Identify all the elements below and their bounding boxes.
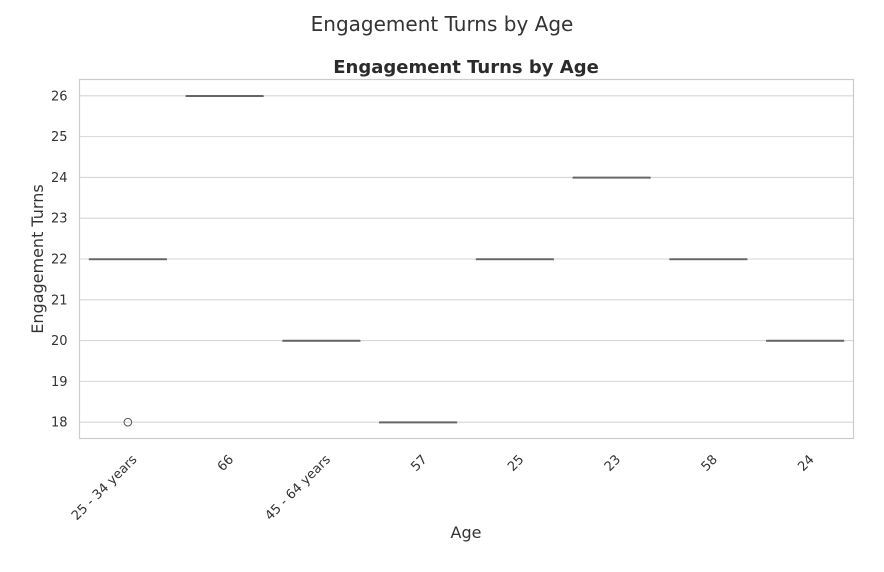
y-tick-label: 19 <box>51 375 68 390</box>
x-tick-label: 57 <box>408 452 430 474</box>
figure-suptitle: Engagement Turns by Age <box>311 12 574 36</box>
y-tick-label: 18 <box>51 416 68 431</box>
plot-area-frame <box>78 78 855 440</box>
x-tick-label: 24 <box>795 452 817 474</box>
x-axis-label: Age <box>451 523 482 542</box>
y-axis-label: Engagement Turns <box>28 184 47 333</box>
y-tick-label: 25 <box>51 130 68 145</box>
chart-title: Engagement Turns by Age <box>333 57 599 78</box>
x-tick-label: 23 <box>602 452 624 474</box>
x-axis-ticks: 25 - 34 years 66 45 - 64 years 57 25 23 58 24 <box>69 452 818 524</box>
y-tick-label: 20 <box>51 334 68 349</box>
x-tick-label: 25 - 34 years <box>69 452 141 524</box>
grid-layer <box>79 95 854 423</box>
y-tick-label: 22 <box>51 253 68 268</box>
y-tick-label: 24 <box>51 171 68 186</box>
x-tick-label: 58 <box>699 452 721 474</box>
outlier-point <box>123 417 133 427</box>
y-tick-label: 21 <box>51 293 68 308</box>
x-tick-label: 25 <box>505 452 527 474</box>
y-tick-label: 23 <box>51 212 68 227</box>
y-tick-label: 26 <box>51 89 68 104</box>
y-axis-ticks: 18 19 20 21 22 23 24 25 26 <box>51 89 68 430</box>
x-tick-label: 45 - 64 years <box>262 452 334 524</box>
x-tick-label: 66 <box>215 452 237 474</box>
box-layer <box>88 95 845 427</box>
